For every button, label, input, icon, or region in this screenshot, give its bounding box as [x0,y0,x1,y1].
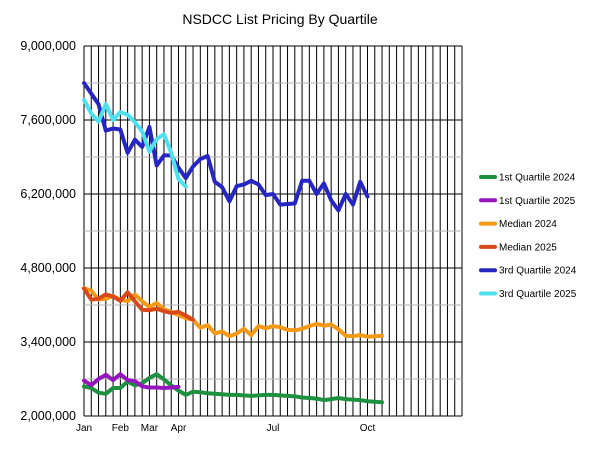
chart-title: NSDCC List Pricing By Quartile [182,11,377,27]
y-tick-label: 9,000,000 [20,39,76,53]
y-tick-label: 6,200,000 [20,187,76,201]
y-tick-label: 4,800,000 [20,261,76,275]
y-tick-label: 3,400,000 [20,335,76,349]
legend: 1st Quartile 2024 1st Quartile 2025 Median… [481,173,577,301]
x-tick-label: Mar [141,423,159,434]
x-tick-label: Jul [267,423,280,434]
legend-label: 3rd Quartile 2024 [499,266,577,277]
gridlines [84,46,462,416]
x-tick-label: Feb [112,423,130,434]
y-axis-ticks: 2,000,000 3,400,000 4,800,000 6,200,000 7,60… [20,39,76,423]
series-line [84,83,368,210]
legend-label: Median 2025 [499,242,557,253]
legend-label: 1st Quartile 2024 [499,173,576,184]
y-tick-label: 2,000,000 [20,409,76,423]
x-tick-label: Oct [360,423,376,434]
legend-label: 1st Quartile 2025 [499,196,576,207]
legend-label: Median 2024 [499,219,557,230]
x-tick-label: Jan [76,423,92,434]
x-axis-ticks: Jan Feb Mar Apr Jul Oct [76,423,376,434]
legend-label: 3rd Quartile 2025 [499,289,577,300]
series-lines [84,83,382,402]
chart: NSDCC List Pricing By Quartile 2,000,000… [0,0,600,463]
y-tick-label: 7,600,000 [20,113,76,127]
x-tick-label: Apr [171,423,187,434]
